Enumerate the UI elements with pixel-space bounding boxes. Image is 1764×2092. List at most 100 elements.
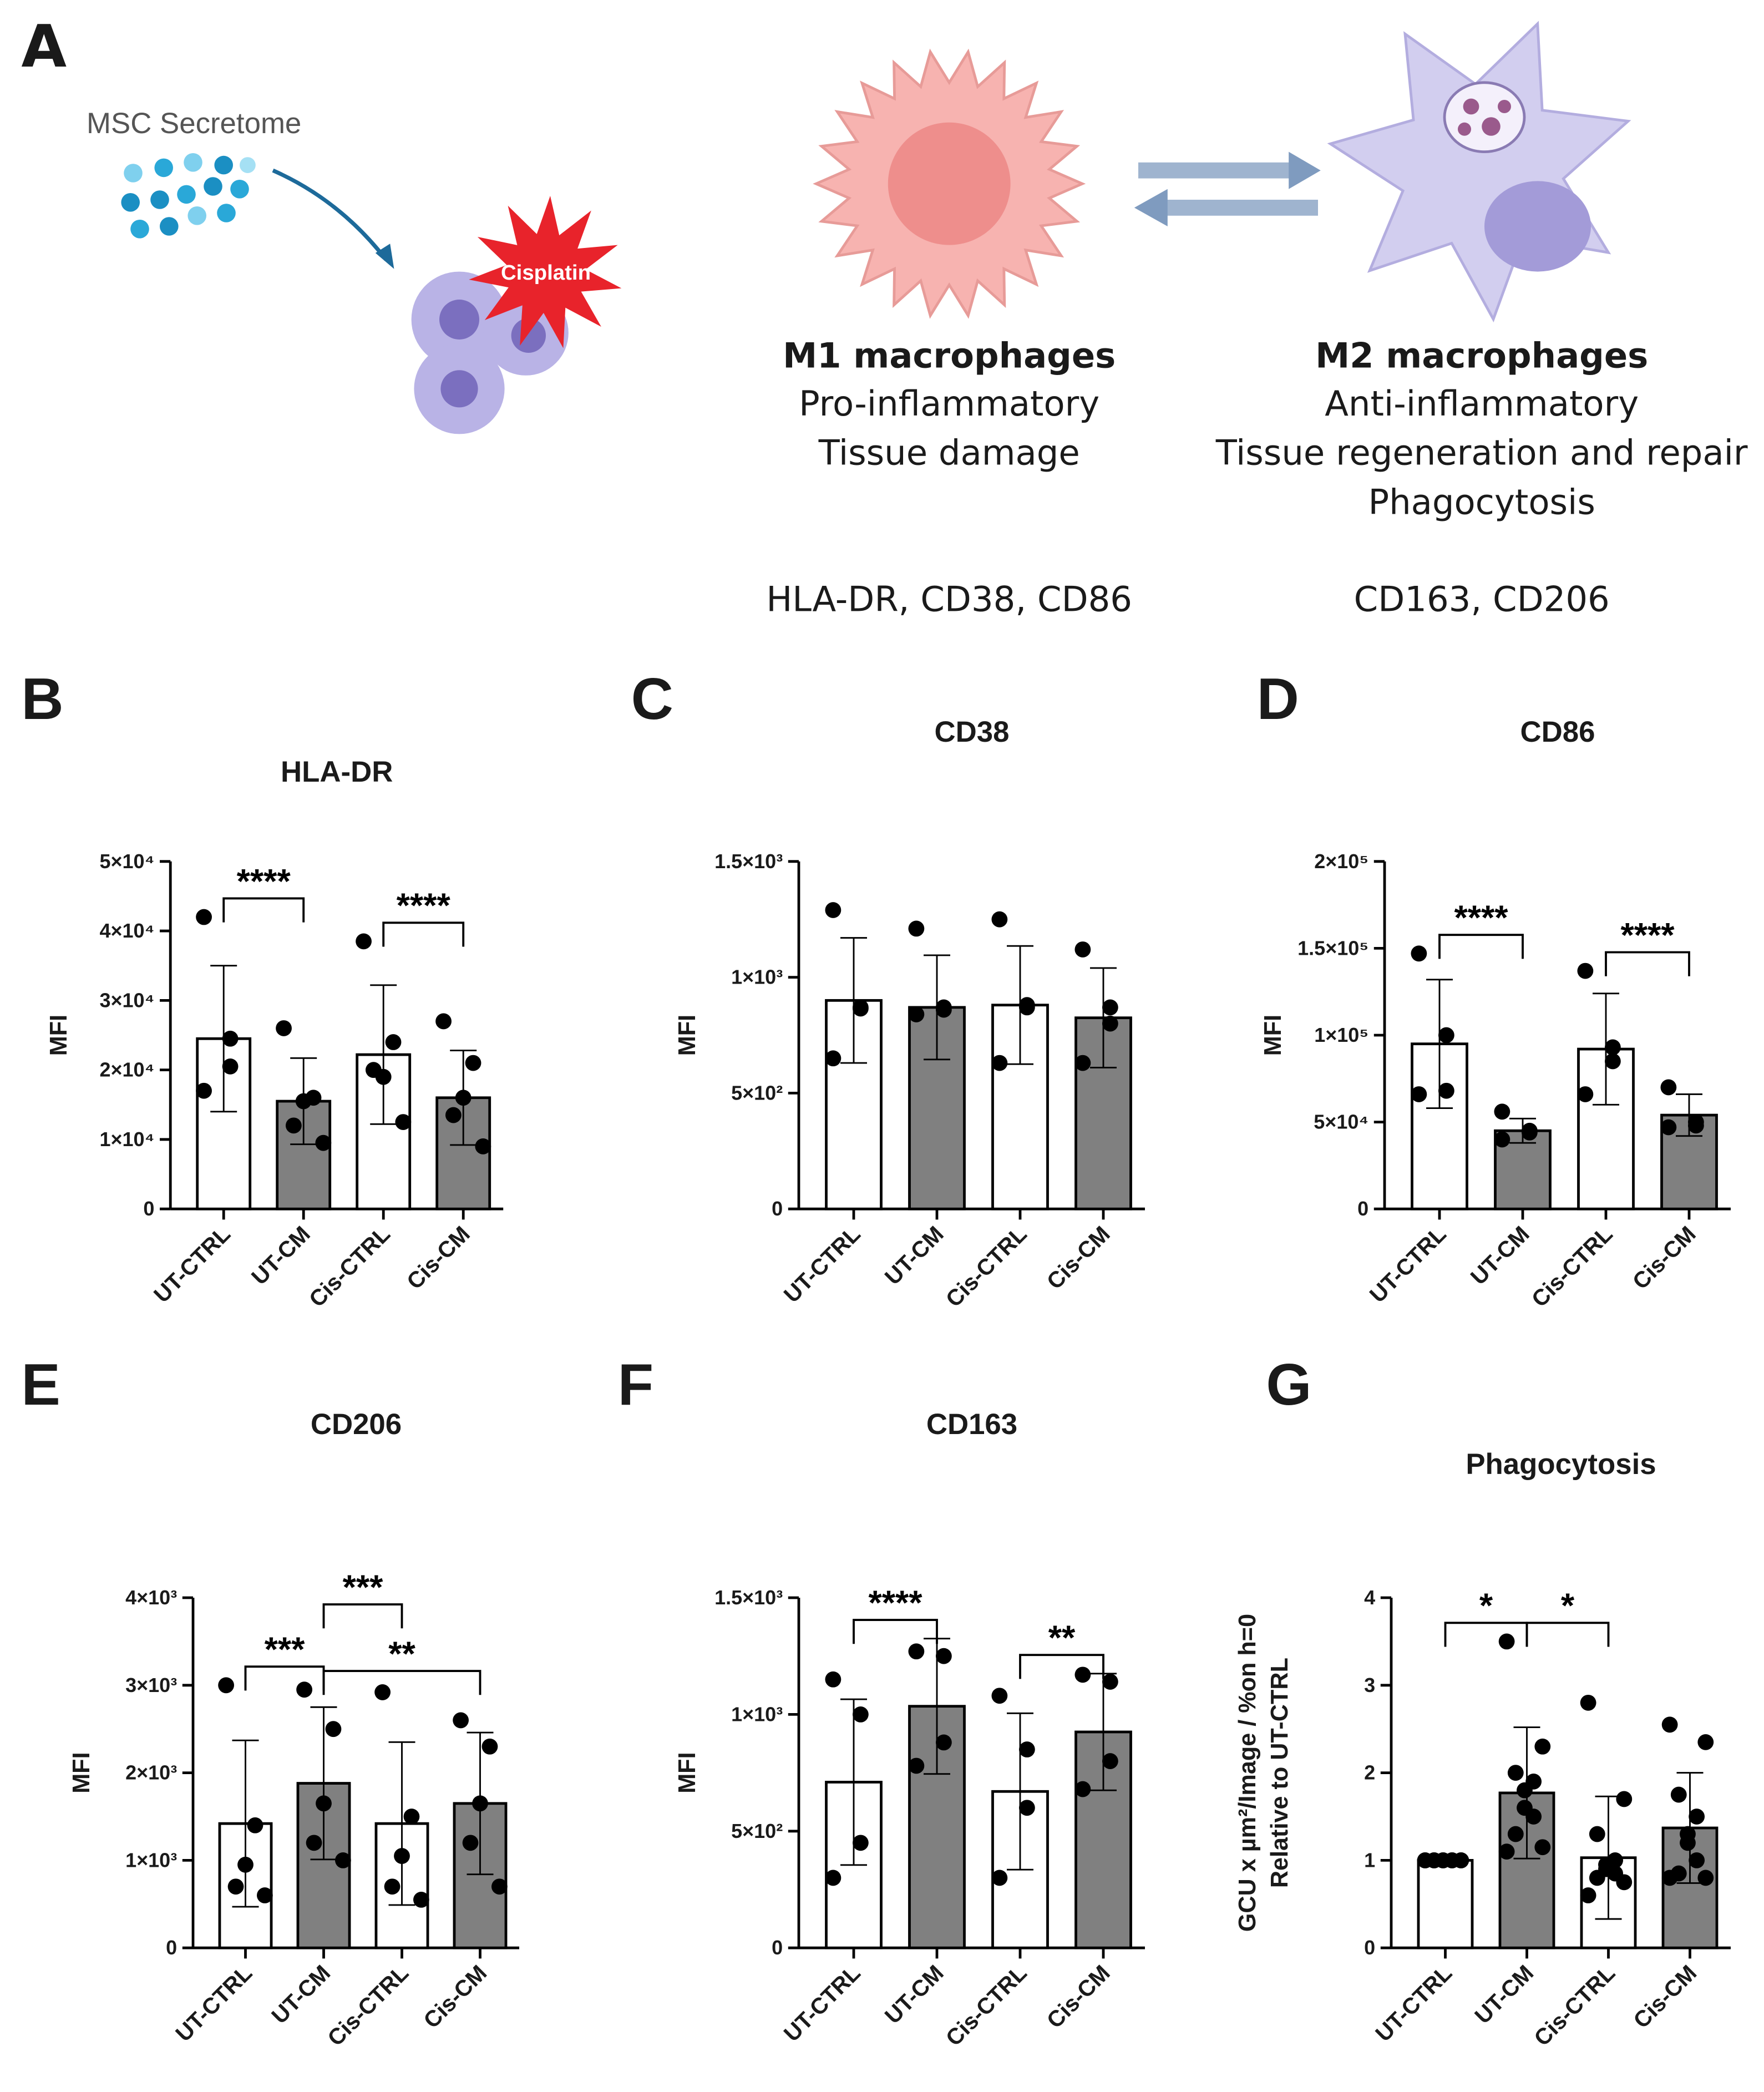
- chart-title: CD86: [1520, 716, 1595, 748]
- m2-vacuole: [1443, 81, 1526, 153]
- data-point: [472, 1795, 488, 1812]
- data-point: [325, 1721, 342, 1738]
- y-tick-label: 2×10³: [125, 1761, 177, 1784]
- data-point: [306, 1835, 322, 1851]
- arrowhead: [375, 244, 394, 269]
- m2-line: Tissue regeneration and repair: [1215, 433, 1748, 473]
- y-tick-label: 1×10⁵: [1314, 1024, 1368, 1046]
- data-point: [1018, 1800, 1035, 1816]
- y-tick-label: 0: [166, 1936, 177, 1959]
- drug-label: Cisplatin: [501, 261, 591, 285]
- significance-bracket: [322, 1603, 403, 1629]
- data-point: [453, 1712, 469, 1729]
- significance-label: ****: [397, 887, 451, 925]
- data-point: [1411, 1086, 1427, 1102]
- data-point: [1102, 1674, 1118, 1690]
- data-point: [435, 1013, 452, 1030]
- significance-label: ****: [1620, 916, 1675, 955]
- data-point: [222, 1030, 239, 1047]
- significance-label: ***: [265, 1631, 306, 1669]
- m1-nucleus: [888, 122, 1011, 245]
- data-point: [256, 1887, 273, 1903]
- data-point: [1074, 1055, 1091, 1071]
- secretome-dots: [121, 153, 256, 239]
- data-point: [315, 1134, 332, 1151]
- significance-label: *: [1479, 1587, 1493, 1625]
- panel-label: A: [21, 12, 67, 80]
- data-point: [1670, 1786, 1687, 1803]
- y-axis-label: MFI: [674, 1015, 701, 1056]
- data-point: [1534, 1839, 1551, 1856]
- data-point: [218, 1677, 235, 1694]
- data-point: [1438, 1082, 1454, 1099]
- chart-title: HLA-DR: [281, 756, 393, 788]
- data-point: [1661, 1870, 1678, 1886]
- data-point: [1074, 941, 1091, 958]
- m1-line: Tissue damage: [818, 433, 1080, 473]
- m1-markers: HLA-DR, CD38, CD86: [766, 579, 1132, 620]
- data-point: [276, 1020, 292, 1036]
- y-tick-label: 5×10²: [731, 1081, 783, 1104]
- chart-title: CD38: [935, 716, 1010, 748]
- y-tick-label: 1×10³: [731, 966, 783, 989]
- significance-bracket: [1605, 951, 1690, 976]
- data-point: [1507, 1765, 1524, 1781]
- significance-bracket: [1438, 934, 1524, 959]
- significance-bracket: [222, 897, 305, 923]
- data-point: [295, 1093, 312, 1110]
- data-point: [1580, 1694, 1596, 1711]
- data-point: [394, 1848, 410, 1864]
- significance-label: ***: [343, 1568, 384, 1607]
- significance-bracket: [382, 921, 465, 947]
- data-point: [1494, 1131, 1510, 1148]
- y-tick-label: 0: [143, 1197, 154, 1220]
- y-tick-label: 1×10³: [731, 1703, 783, 1725]
- data-point: [334, 1852, 351, 1868]
- data-point: [481, 1738, 498, 1755]
- data-point: [296, 1681, 313, 1698]
- data-point: [825, 1671, 842, 1688]
- data-point: [908, 1757, 925, 1774]
- data-point: [991, 911, 1008, 928]
- data-point: [356, 933, 372, 950]
- panel-label: D: [1257, 666, 1299, 732]
- data-point: [1074, 1781, 1091, 1797]
- data-point: [227, 1878, 244, 1895]
- m2-nucleus: [1484, 181, 1591, 272]
- y-tick-label: 1×10⁴: [99, 1128, 154, 1151]
- data-point: [908, 920, 925, 937]
- data-point: [1577, 1086, 1594, 1102]
- data-point: [1589, 1870, 1605, 1886]
- data-point: [1577, 963, 1594, 979]
- y-tick-label: 3: [1364, 1674, 1375, 1696]
- chart-title: CD163: [926, 1408, 1017, 1441]
- m2-markers: CD163, CD206: [1354, 579, 1610, 620]
- chart-title: Phagocytosis: [1466, 1448, 1656, 1481]
- data-point: [1494, 1103, 1510, 1120]
- significance-label: ****: [1454, 899, 1508, 938]
- y-tick-label: 4×10⁴: [99, 919, 154, 942]
- y-tick-label: 3×10³: [125, 1674, 177, 1696]
- data-point: [908, 1643, 925, 1660]
- data-point: [1616, 1791, 1633, 1807]
- y-tick-label: 0: [1364, 1936, 1375, 1959]
- y-tick-label: 4×10³: [125, 1586, 177, 1609]
- significance-bracket: [322, 1670, 481, 1695]
- data-point: [196, 909, 212, 925]
- data-point: [196, 1082, 212, 1099]
- data-point: [445, 1107, 462, 1123]
- y-tick-label: 1.5×10³: [714, 1586, 783, 1609]
- y-tick-label: 4: [1364, 1586, 1375, 1609]
- data-point: [935, 1001, 952, 1018]
- data-point: [1687, 1117, 1704, 1134]
- y-tick-label: 0: [772, 1936, 783, 1959]
- y-tick-label: 5×10⁴: [1314, 1111, 1368, 1133]
- y-tick-label: 1×10³: [125, 1848, 177, 1871]
- data-point: [1604, 1053, 1621, 1070]
- m2-line: Anti-inflammatory: [1325, 383, 1639, 424]
- arrowhead: [1134, 189, 1168, 226]
- chart-title: CD206: [311, 1408, 402, 1441]
- data-point: [222, 1058, 239, 1075]
